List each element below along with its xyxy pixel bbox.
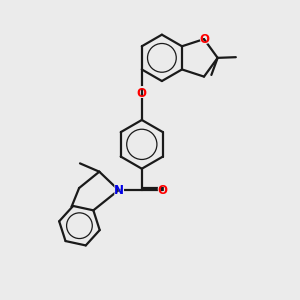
- Text: O: O: [198, 32, 210, 46]
- Text: O: O: [136, 86, 148, 101]
- Text: N: N: [112, 183, 125, 198]
- Text: N: N: [114, 184, 124, 196]
- Text: O: O: [137, 87, 147, 100]
- Text: O: O: [199, 33, 209, 46]
- Text: O: O: [156, 183, 169, 198]
- Text: O: O: [158, 184, 168, 196]
